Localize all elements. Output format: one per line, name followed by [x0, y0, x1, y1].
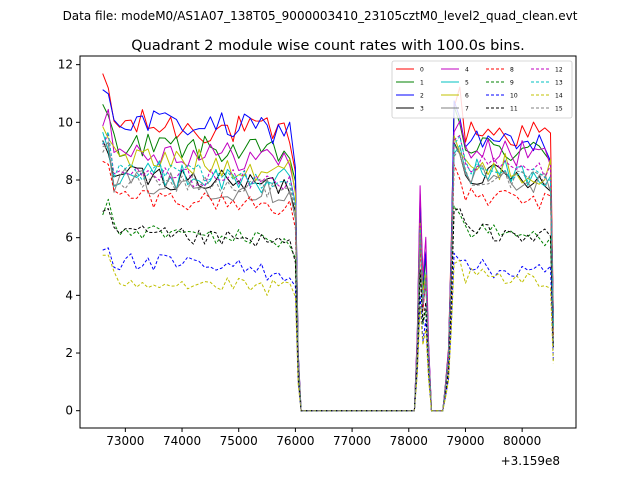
legend-label-4: 4: [465, 67, 469, 74]
series-line-6: [102, 126, 554, 412]
y-tick-label: 6: [65, 231, 73, 245]
legend-label-6: 6: [465, 93, 469, 100]
series-line-8: [102, 160, 554, 412]
legend-label-10: 10: [510, 93, 518, 100]
x-tick-label: 74000: [163, 434, 201, 448]
series-line-10: [102, 247, 554, 412]
y-tick-label: 0: [65, 404, 73, 418]
legend-label-8: 8: [510, 67, 514, 74]
figure-header: Data file: modeM0/AS1A07_138T05_90000034…: [63, 9, 578, 23]
x-tick-label: 75000: [220, 434, 258, 448]
y-tick-label: 8: [65, 173, 73, 187]
series-line-1: [102, 104, 554, 412]
plot-area: [102, 73, 554, 412]
legend-label-12: 12: [555, 67, 563, 74]
legend-label-2: 2: [420, 93, 424, 100]
y-tick-label: 12: [58, 58, 73, 72]
y-tick-label: 4: [65, 288, 73, 302]
axes: 73000 74000 75000 76000 77000 78000 79000 80000…: [58, 55, 577, 448]
series-line-12: [102, 134, 554, 412]
x-tick-label: 79000: [446, 434, 484, 448]
legend-label-7: 7: [465, 106, 469, 113]
series-line-9: [102, 198, 554, 412]
legend-label-13: 13: [555, 80, 563, 87]
series-line-11: [102, 207, 554, 412]
x-offset-label: +3.159e8: [501, 454, 560, 468]
series-line-5: [102, 131, 554, 412]
legend-label-5: 5: [465, 80, 469, 87]
x-tick-label: 76000: [276, 434, 314, 448]
series-line-15: [102, 141, 554, 412]
legend-label-1: 1: [420, 80, 424, 87]
x-tick-label: 78000: [390, 434, 428, 448]
x-tick-label: 80000: [503, 434, 541, 448]
axes-frame: [79, 55, 577, 429]
legend-label-9: 9: [510, 80, 514, 87]
x-tick-label: 77000: [333, 434, 371, 448]
y-tick-label: 10: [58, 115, 73, 129]
series-line-14: [102, 254, 554, 412]
series-line-13: [102, 131, 554, 412]
legend-label-3: 3: [420, 106, 424, 113]
chart-title: Quadrant 2 module wise count rates with …: [131, 38, 525, 54]
legend-label-14: 14: [555, 93, 563, 100]
legend-label-15: 15: [555, 106, 563, 113]
x-tick-label: 73000: [106, 434, 144, 448]
legend-box: [391, 60, 573, 119]
series-line-2: [102, 89, 554, 412]
legend-label-0: 0: [420, 67, 424, 74]
series-line-7: [102, 142, 554, 412]
series-line-4: [102, 108, 554, 412]
y-tick-label: 2: [65, 346, 73, 360]
series-line-0: [102, 73, 554, 412]
legend-label-11: 11: [510, 106, 518, 113]
